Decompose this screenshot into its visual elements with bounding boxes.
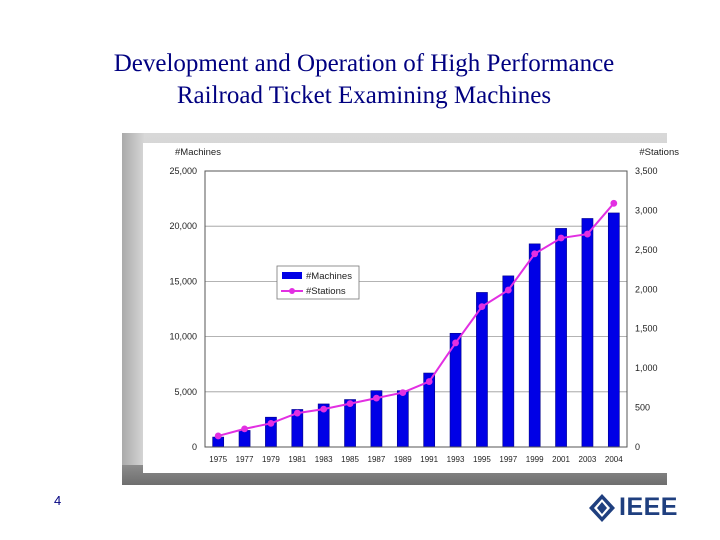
- stations-point: [293, 409, 301, 417]
- stations-line: [214, 199, 618, 440]
- stations-point: [373, 394, 380, 402]
- stations-point: [584, 230, 591, 238]
- machines-stations-chart: 0 5,000 10,000 15,000 20,000 25,000 0 500 1,000 1…: [143, 143, 683, 473]
- stations-point: [399, 389, 407, 396]
- stations-polyline: [217, 202, 615, 437]
- stations-point: [425, 378, 433, 385]
- y-right-tick-label: 2,500: [635, 245, 658, 255]
- x-tick-label: 1991: [420, 455, 438, 464]
- photo-wall: [122, 133, 144, 485]
- ieee-logo-text: IEEE: [619, 493, 678, 521]
- x-tick-label: 1985: [341, 455, 359, 464]
- x-tick-label: 1999: [526, 455, 544, 464]
- legend-swatch-machines: [282, 272, 302, 279]
- y-left-tick-label: 25,000: [169, 166, 197, 176]
- ieee-logo: IEEE: [589, 493, 684, 523]
- stations-point: [241, 425, 248, 433]
- stations-point: [610, 199, 618, 207]
- x-tick-label: 1977: [236, 455, 254, 464]
- x-tick-label: 2004: [605, 455, 623, 464]
- y-left-tick-label: 5,000: [174, 387, 197, 397]
- chart-axes: [204, 170, 628, 448]
- stations-point: [320, 405, 328, 413]
- stations-point: [557, 234, 565, 242]
- stations-point: [267, 419, 275, 427]
- x-tick-label: 1979: [262, 455, 280, 464]
- legend-label-machines: #Machines: [306, 271, 352, 282]
- machines-bar: [581, 218, 594, 448]
- machines-bar: [396, 390, 409, 448]
- stations-point: [452, 339, 459, 347]
- x-tick-label: 1997: [499, 455, 517, 464]
- x-tick-label: 1987: [368, 455, 386, 464]
- x-tick-label: 1983: [315, 455, 333, 464]
- x-tick-label: 1981: [288, 455, 306, 464]
- machines-bar: [238, 430, 251, 448]
- x-tick-label: 2003: [579, 455, 597, 464]
- stations-point: [214, 432, 222, 440]
- machines-bar: [502, 275, 515, 448]
- y-right-tick-label: 0: [635, 442, 640, 452]
- x-tick-label: 1989: [394, 455, 412, 464]
- chart-legend: #Machines #Stations: [276, 265, 360, 300]
- page-number: 4: [54, 493, 62, 508]
- machines-bar: [476, 292, 488, 448]
- stations-point: [504, 286, 512, 294]
- y-left-axis-title: #Machines: [175, 147, 221, 158]
- x-tick-label: 1995: [473, 455, 491, 464]
- chart-background: [143, 143, 683, 473]
- legend-swatch-stations-point: [289, 288, 295, 294]
- y-left-tick-label: 0: [192, 442, 197, 452]
- x-tick-label: 2001: [552, 455, 570, 464]
- slide-title: Development and Operation of High Perfor…: [0, 48, 720, 112]
- ieee-diamond-icon: [589, 494, 615, 522]
- machines-bar: [528, 243, 541, 448]
- y-right-tick-label: 3,000: [635, 205, 658, 215]
- y-left-tick-label: 15,000: [169, 276, 197, 286]
- y-right-tick-label: 500: [635, 403, 650, 413]
- slide-title-line-2: Railroad Ticket Examining Machines: [176, 82, 552, 109]
- y-right-tick-label: 2,000: [635, 284, 658, 294]
- x-tick-label: 1993: [447, 455, 465, 464]
- legend-label-stations: #Stations: [306, 286, 346, 297]
- y-left-tick-label: 20,000: [169, 221, 197, 231]
- plot-frame: [204, 170, 628, 448]
- y-right-axis-title: #Stations: [639, 147, 679, 158]
- x-tick-label: 1975: [209, 455, 227, 464]
- y-right-tick-label: 1,000: [635, 363, 658, 373]
- stations-point: [531, 250, 539, 258]
- y-right-tick-label: 3,500: [635, 166, 658, 176]
- slide-title-line-1: Development and Operation of High Perfor…: [113, 50, 615, 77]
- stations-point: [478, 303, 486, 311]
- y-left-tick-label: 10,000: [169, 332, 197, 342]
- machines-bar: [607, 212, 620, 448]
- stations-point: [346, 400, 354, 408]
- y-right-tick-label: 1,500: [635, 324, 658, 334]
- chart-labels: 0 5,000 10,000 15,000 20,000 25,000 0 500 1,000 1…: [169, 147, 679, 464]
- machines-bar: [555, 228, 567, 448]
